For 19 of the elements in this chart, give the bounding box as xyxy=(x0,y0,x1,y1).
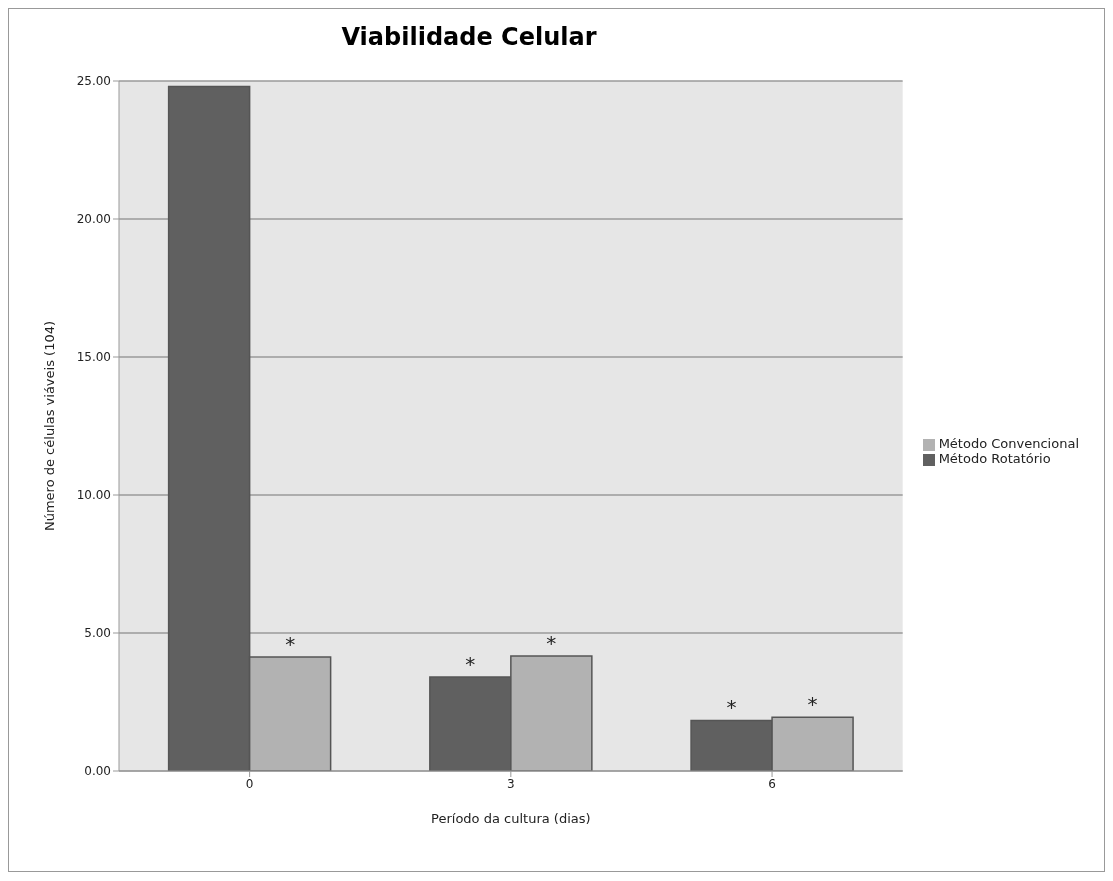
data-label: * xyxy=(465,651,476,676)
chart-title: Viabilidade Celular xyxy=(340,23,598,51)
x-tick-label: 3 xyxy=(507,776,515,791)
x-tick-label: 0 xyxy=(245,776,254,791)
x-axis-title: Período da cultura (dias) xyxy=(431,811,591,826)
x-tick-label: 6 xyxy=(768,776,776,791)
legend-label: Método Rotatório xyxy=(938,451,1051,466)
data-label: * xyxy=(807,692,818,717)
y-tick-label: 10.00 xyxy=(76,488,111,503)
y-tick-label: 15.00 xyxy=(76,350,111,365)
y-tick-label: 0.00 xyxy=(84,764,111,779)
y-tick-label: 20.00 xyxy=(76,212,111,227)
y-tick-label: 25.00 xyxy=(76,74,111,89)
data-label: * xyxy=(285,632,296,657)
y-axis-title: Número de células viáveis (104) xyxy=(41,320,57,532)
data-label: * xyxy=(546,630,557,655)
y-tick-label: 5.00 xyxy=(84,626,111,641)
legend-label: Método Convencional xyxy=(938,436,1079,451)
data-label: * xyxy=(726,695,737,720)
